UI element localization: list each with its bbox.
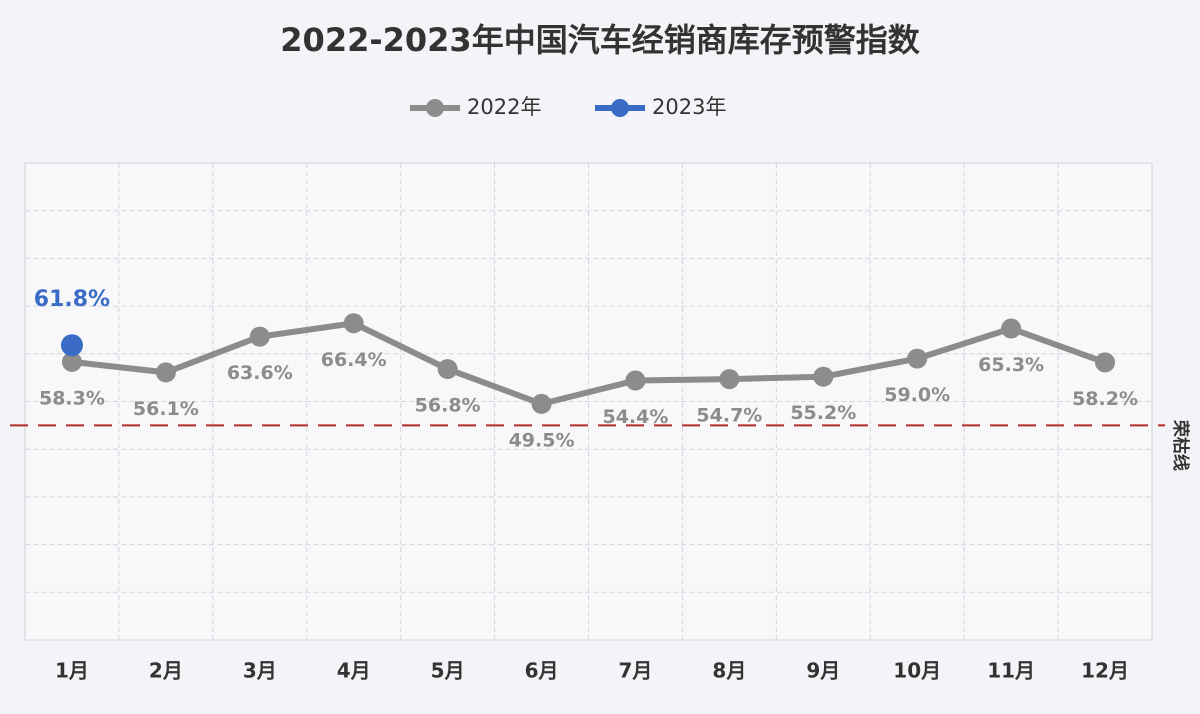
data-label: 55.2%: [790, 402, 856, 424]
x-tick-label: 11月: [987, 659, 1035, 683]
data-point: [155, 362, 176, 383]
legend-label: 2022年: [467, 95, 541, 119]
legend-marker: [611, 99, 629, 117]
data-point: [1001, 318, 1022, 339]
data-label: 54.4%: [602, 406, 668, 428]
data-label: 56.1%: [133, 398, 199, 420]
data-point: [531, 393, 552, 414]
x-tick-label: 2月: [149, 659, 183, 683]
data-label: 56.8%: [415, 395, 481, 417]
data-point: [249, 326, 270, 347]
x-tick-label: 4月: [337, 659, 371, 683]
data-label: 65.3%: [978, 354, 1044, 376]
x-tick-label: 3月: [243, 659, 277, 683]
data-point: [907, 348, 928, 369]
data-point: [437, 359, 458, 380]
data-point: [61, 351, 82, 372]
x-tick-label: 7月: [618, 659, 652, 683]
data-point: [719, 369, 740, 390]
x-tick-label: 6月: [525, 659, 559, 683]
legend-marker: [426, 99, 444, 117]
data-label: 59.0%: [884, 384, 950, 406]
data-point: [60, 334, 83, 357]
series-line: [71, 320, 1107, 408]
x-tick-label: 8月: [712, 659, 746, 683]
x-tick-label: 5月: [431, 659, 465, 683]
data-label: 63.6%: [227, 362, 293, 384]
x-tick-label: 10月: [893, 659, 941, 683]
data-label: 58.2%: [1072, 388, 1138, 410]
x-tick-label: 9月: [806, 659, 840, 683]
data-label: 58.3%: [39, 387, 105, 409]
legend-label: 2023年: [652, 95, 726, 119]
data-point: [625, 370, 646, 391]
data-point: [813, 366, 834, 387]
data-point: [1095, 352, 1116, 373]
chart-title: 2022-2023年中国汽车经销商库存预警指数: [280, 21, 920, 59]
data-label: 61.8%: [34, 287, 110, 312]
data-label: 66.4%: [321, 349, 387, 371]
x-tick-label: 12月: [1081, 659, 1129, 683]
x-tick-label: 1月: [55, 659, 89, 683]
data-label: 49.5%: [509, 429, 575, 451]
data-point: [343, 313, 364, 334]
reference-label: 荣枯线: [1170, 419, 1191, 471]
data-label: 54.7%: [696, 405, 762, 427]
